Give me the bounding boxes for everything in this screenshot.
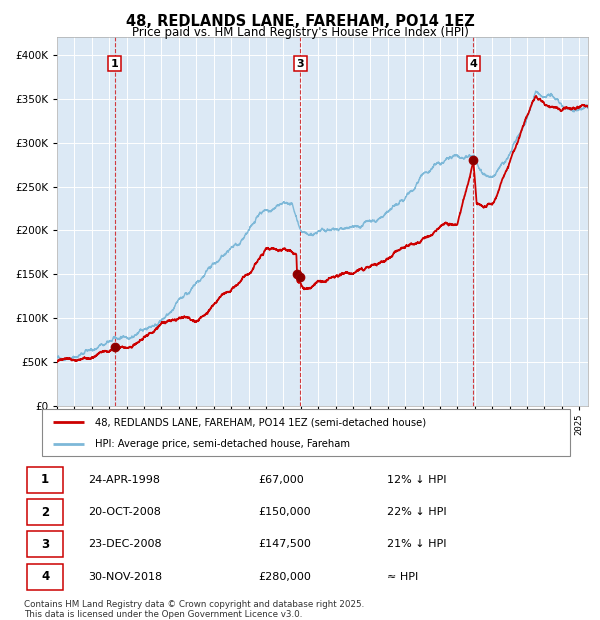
Bar [27,531,63,557]
Text: £280,000: £280,000 [259,572,311,582]
Text: 3: 3 [296,58,304,69]
Text: 4: 4 [470,58,478,69]
Text: 23-DEC-2008: 23-DEC-2008 [88,539,162,549]
Text: 22% ↓ HPI: 22% ↓ HPI [387,507,446,517]
Text: £67,000: £67,000 [259,475,304,485]
Text: ≈ HPI: ≈ HPI [387,572,418,582]
Text: 30-NOV-2018: 30-NOV-2018 [88,572,162,582]
Text: £150,000: £150,000 [259,507,311,517]
Text: 20-OCT-2008: 20-OCT-2008 [88,507,161,517]
Text: 48, REDLANDS LANE, FAREHAM, PO14 1EZ (semi-detached house): 48, REDLANDS LANE, FAREHAM, PO14 1EZ (se… [95,417,426,427]
Text: 1: 1 [111,58,119,69]
Text: Price paid vs. HM Land Registry's House Price Index (HPI): Price paid vs. HM Land Registry's House … [131,26,469,39]
Text: 48, REDLANDS LANE, FAREHAM, PO14 1EZ: 48, REDLANDS LANE, FAREHAM, PO14 1EZ [125,14,475,29]
Bar [27,564,63,590]
Text: 24-APR-1998: 24-APR-1998 [88,475,160,485]
Text: 4: 4 [41,570,49,583]
Text: 3: 3 [41,538,49,551]
Bar [27,467,63,493]
Text: Contains HM Land Registry data © Crown copyright and database right 2025.
This d: Contains HM Land Registry data © Crown c… [24,600,364,619]
Text: 12% ↓ HPI: 12% ↓ HPI [387,475,446,485]
Text: 2: 2 [41,506,49,519]
Bar [27,499,63,525]
Text: 1: 1 [41,473,49,486]
Text: £147,500: £147,500 [259,539,311,549]
Text: 21% ↓ HPI: 21% ↓ HPI [387,539,446,549]
Text: HPI: Average price, semi-detached house, Fareham: HPI: Average price, semi-detached house,… [95,439,350,449]
